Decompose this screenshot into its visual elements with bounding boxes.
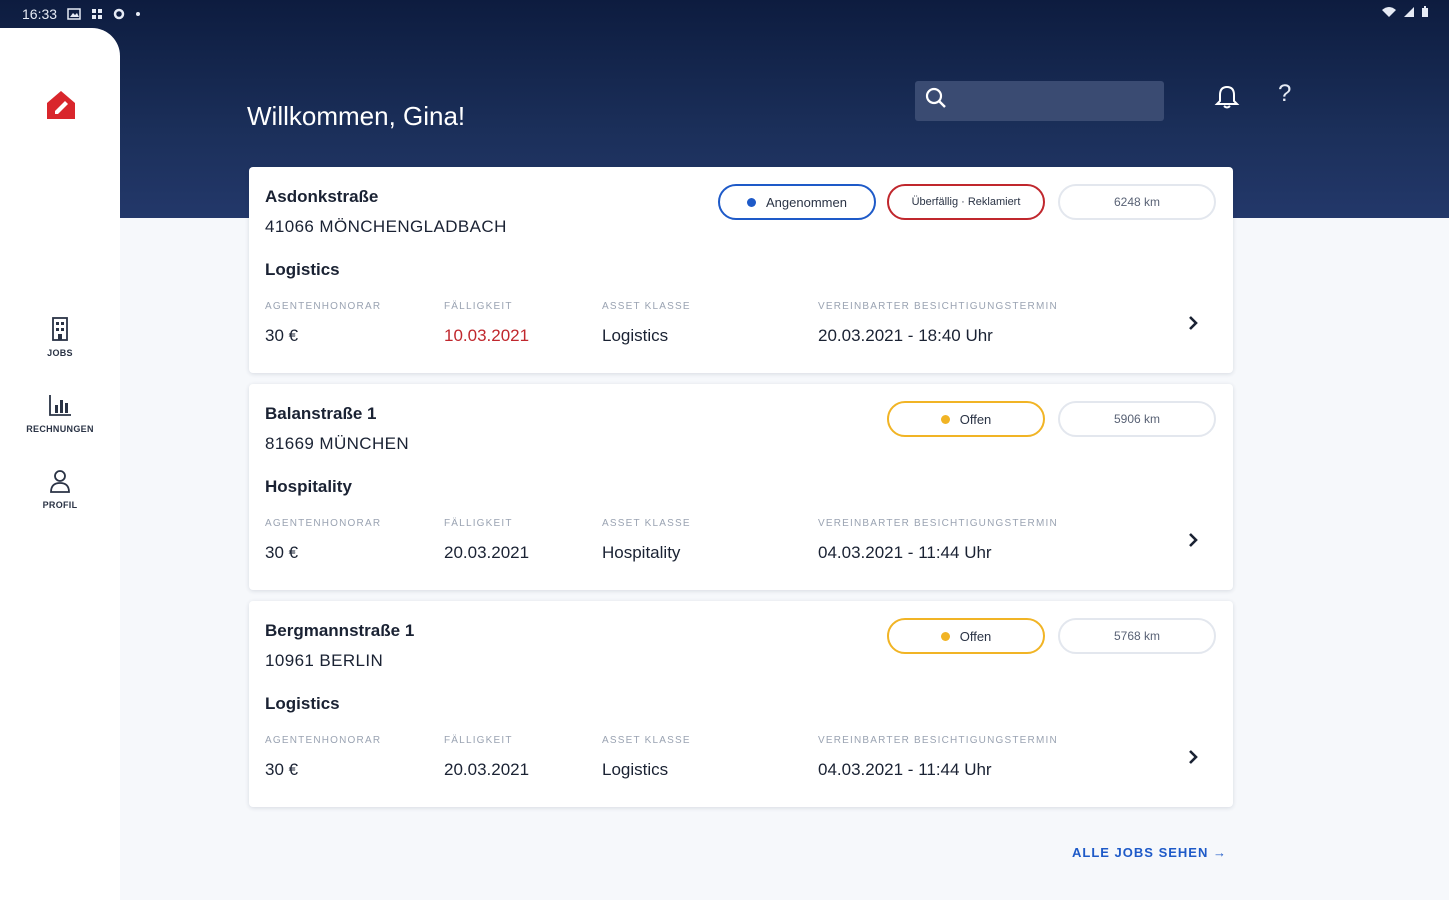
field-label: AGENTENHONORAR bbox=[265, 735, 382, 746]
field-label: AGENTENHONORAR bbox=[265, 301, 382, 312]
field-label: ASSET KLASSE bbox=[602, 518, 691, 529]
status-badge: Offen bbox=[887, 401, 1045, 437]
status-dot-icon bbox=[940, 631, 950, 641]
app-logo-icon[interactable] bbox=[44, 88, 78, 122]
sidebar-item-label: JOBS bbox=[47, 348, 73, 358]
job-card[interactable]: Bergmannstraße 1 10961 BERLIN Logistics … bbox=[249, 601, 1233, 807]
field-label: VEREINBARTER BESICHTIGUNGSTERMIN bbox=[818, 518, 1058, 529]
overdue-badge: Überfällig · Reklamiert bbox=[887, 184, 1045, 220]
job-street: Balanstraße 1 bbox=[265, 404, 377, 423]
job-city: 10961 BERLIN bbox=[265, 651, 384, 670]
status-dot-icon bbox=[747, 197, 757, 207]
sidebar-item-label: PROFIL bbox=[42, 500, 78, 510]
status-badge-label: Angenommen bbox=[766, 194, 847, 210]
field-value: Logistics bbox=[602, 326, 669, 345]
field-label: FÄLLIGKEIT bbox=[444, 518, 513, 529]
asset-class-field: ASSET KLASSE Logistics bbox=[602, 735, 691, 780]
job-city: 41066 MÖNCHENGLADBACH bbox=[265, 217, 507, 236]
appointment-field: VEREINBARTER BESICHTIGUNGSTERMIN 20.03.2… bbox=[818, 301, 1058, 346]
field-value: 10.03.2021 bbox=[444, 326, 530, 345]
due-date-field: FÄLLIGKEIT 10.03.2021 bbox=[444, 301, 529, 346]
appointment-field: VEREINBARTER BESICHTIGUNGSTERMIN 04.03.2… bbox=[818, 518, 1058, 563]
sidebar: JOBS RECHNUNGEN PROFIL bbox=[0, 28, 120, 900]
agent-fee-field: AGENTENHONORAR 30 € bbox=[265, 735, 381, 780]
wifi-icon bbox=[1382, 7, 1396, 17]
building-icon bbox=[52, 317, 68, 341]
help-button[interactable]: ? bbox=[1278, 80, 1292, 107]
distance-badge: 5906 km bbox=[1058, 401, 1216, 437]
status-badge-label: Offen bbox=[959, 411, 992, 427]
job-class-title: Hospitality bbox=[265, 477, 352, 496]
field-value: 20.03.2021 - 18:40 Uhr bbox=[818, 326, 993, 345]
asset-class-field: ASSET KLASSE Hospitality bbox=[602, 518, 691, 563]
sidebar-item-profil[interactable]: PROFIL bbox=[0, 468, 120, 510]
field-value: 30 € bbox=[265, 326, 299, 345]
field-label: AGENTENHONORAR bbox=[265, 518, 382, 529]
field-value: 04.03.2021 - 11:44 Uhr bbox=[818, 543, 992, 562]
page-title: Willkommen, Gina! bbox=[247, 101, 466, 132]
job-street: Asdonkstraße bbox=[265, 187, 379, 206]
appointment-field: VEREINBARTER BESICHTIGUNGSTERMIN 04.03.2… bbox=[818, 735, 1058, 780]
chevron-right-icon[interactable] bbox=[1185, 528, 1203, 552]
field-value: Hospitality bbox=[602, 543, 681, 562]
job-class-title: Logistics bbox=[265, 694, 340, 713]
field-label: ASSET KLASSE bbox=[602, 735, 691, 746]
job-card[interactable]: Balanstraße 1 81669 MÜNCHEN Hospitality … bbox=[249, 384, 1233, 590]
field-value: 04.03.2021 - 11:44 Uhr bbox=[818, 760, 992, 779]
field-label: FÄLLIGKEIT bbox=[444, 735, 513, 746]
distance-badge: 5768 km bbox=[1058, 618, 1216, 654]
all-jobs-link[interactable]: ALLE JOBS SEHEN → bbox=[1072, 845, 1227, 860]
field-value: 30 € bbox=[265, 543, 299, 562]
sidebar-item-jobs[interactable]: JOBS bbox=[0, 316, 120, 358]
battery-icon bbox=[1422, 6, 1428, 17]
status-badge-label: Offen bbox=[959, 628, 992, 644]
status-dot-icon bbox=[940, 414, 950, 424]
dot-icon bbox=[136, 12, 141, 16]
status-bar: 16:33 bbox=[0, 0, 1449, 28]
chevron-right-icon[interactable] bbox=[1185, 311, 1203, 335]
bar-chart-icon bbox=[49, 395, 71, 416]
asset-class-field: ASSET KLASSE Logistics bbox=[602, 301, 691, 346]
distance-label: 5906 km bbox=[1113, 412, 1161, 426]
due-date-field: FÄLLIGKEIT 20.03.2021 bbox=[444, 518, 529, 563]
field-value: Logistics bbox=[602, 760, 669, 779]
job-class-title: Logistics bbox=[265, 260, 340, 279]
chevron-right-icon[interactable] bbox=[1185, 745, 1203, 769]
settings-notification-icon bbox=[113, 8, 125, 20]
overdue-badge-label: Überfällig · Reklamiert bbox=[911, 196, 1021, 208]
field-label: ASSET KLASSE bbox=[602, 301, 691, 312]
field-value: 20.03.2021 bbox=[444, 760, 530, 779]
job-card[interactable]: Asdonkstraße 41066 MÖNCHENGLADBACH Logis… bbox=[249, 167, 1233, 373]
search-icon[interactable] bbox=[924, 86, 948, 110]
field-value: 20.03.2021 bbox=[444, 543, 530, 562]
distance-badge: 6248 km bbox=[1058, 184, 1216, 220]
field-value: 30 € bbox=[265, 760, 299, 779]
due-date-field: FÄLLIGKEIT 20.03.2021 bbox=[444, 735, 529, 780]
bell-icon[interactable] bbox=[1214, 84, 1240, 110]
status-badge: Angenommen bbox=[718, 184, 876, 220]
distance-label: 5768 km bbox=[1113, 629, 1161, 643]
search-input[interactable] bbox=[915, 81, 1164, 121]
grid-notification-icon bbox=[92, 9, 103, 19]
signal-icon bbox=[1404, 7, 1414, 17]
agent-fee-field: AGENTENHONORAR 30 € bbox=[265, 518, 381, 563]
distance-label: 6248 km bbox=[1113, 195, 1161, 209]
status-time: 16:33 bbox=[22, 6, 58, 22]
field-label: VEREINBARTER BESICHTIGUNGSTERMIN bbox=[818, 735, 1058, 746]
user-icon bbox=[50, 470, 70, 493]
field-label: VEREINBARTER BESICHTIGUNGSTERMIN bbox=[818, 301, 1058, 312]
field-label: FÄLLIGKEIT bbox=[444, 301, 513, 312]
sidebar-item-label: RECHNUNGEN bbox=[26, 424, 94, 434]
job-city: 81669 MÜNCHEN bbox=[265, 434, 410, 453]
image-notification-icon bbox=[67, 8, 81, 20]
sidebar-item-rechnungen[interactable]: RECHNUNGEN bbox=[0, 392, 120, 434]
status-badge: Offen bbox=[887, 618, 1045, 654]
agent-fee-field: AGENTENHONORAR 30 € bbox=[265, 301, 381, 346]
job-street: Bergmannstraße 1 bbox=[265, 621, 415, 640]
